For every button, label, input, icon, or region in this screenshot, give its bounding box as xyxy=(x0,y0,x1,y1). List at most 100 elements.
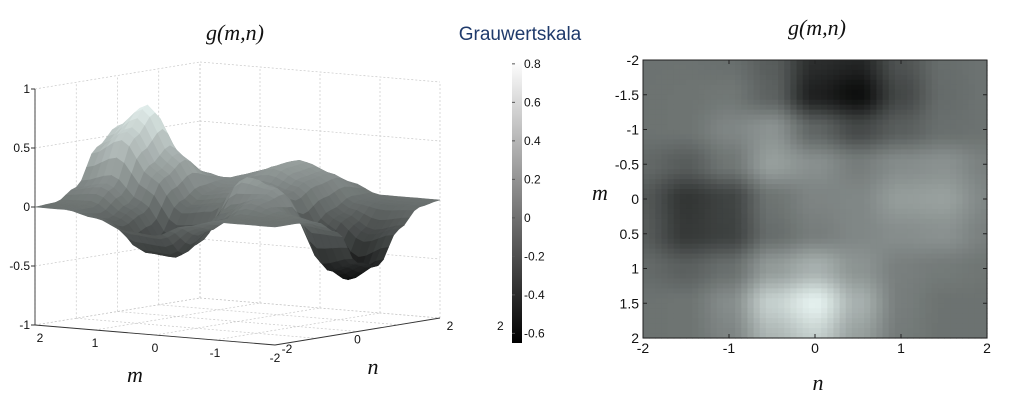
heatmap-cell xyxy=(710,303,718,309)
heatmap-cell xyxy=(765,79,773,86)
heatmap-cell xyxy=(815,109,822,116)
heatmap-cell xyxy=(790,273,798,280)
heatmap-cell xyxy=(692,333,699,339)
heatmap-cell xyxy=(704,223,712,230)
heatmap-cell xyxy=(974,313,982,319)
heatmap-cell xyxy=(772,288,779,294)
heatmap-cell xyxy=(679,159,687,165)
heatmap-cell xyxy=(870,283,878,289)
heatmap-cell xyxy=(808,159,816,165)
heatmap-cell xyxy=(907,199,914,205)
heatmap-cell xyxy=(753,218,761,225)
heatmap-cell xyxy=(673,228,681,235)
heatmap-cell xyxy=(802,124,810,131)
heatmap-cell xyxy=(704,203,712,210)
heatmap-cell xyxy=(747,194,755,200)
heatmap-cell xyxy=(950,199,957,205)
heatmap-cell xyxy=(864,278,871,284)
heatmap-cell xyxy=(858,79,865,86)
heatmap-cell xyxy=(827,124,835,131)
heatmap-cell xyxy=(925,164,933,170)
heatmap-cell xyxy=(692,243,699,250)
heatmap-cell xyxy=(686,194,693,200)
heatmap-y-tick-label: -2 xyxy=(627,52,640,68)
heatmap-cell xyxy=(901,288,908,294)
heatmap-cell xyxy=(765,104,773,111)
heatmap-cell xyxy=(968,79,976,86)
heatmap-cell xyxy=(858,169,865,175)
heatmap-cell xyxy=(907,333,914,339)
heatmap-cell xyxy=(661,248,669,255)
heatmap-cell xyxy=(925,89,933,96)
heatmap-cell xyxy=(962,179,970,185)
heatmap-cell xyxy=(796,248,804,255)
heatmap-cell xyxy=(808,74,816,81)
heatmap-cell xyxy=(931,208,939,215)
heatmap-cell xyxy=(747,94,755,101)
heatmap-cell xyxy=(919,184,927,190)
heatmap-cell xyxy=(729,243,736,250)
heatmap-cell xyxy=(784,129,792,136)
heatmap-cell xyxy=(944,94,951,101)
heatmap-cell xyxy=(851,154,859,160)
heatmap-cell xyxy=(901,218,908,225)
heatmap-cell xyxy=(698,99,706,106)
heatmap-cell xyxy=(913,64,921,71)
heatmap-cell xyxy=(839,89,847,96)
heatmap-cell xyxy=(778,164,785,170)
heatmap-cell xyxy=(796,323,804,329)
heatmap-cell xyxy=(741,268,749,275)
heatmap-cell xyxy=(913,134,921,141)
heatmap-cell xyxy=(655,308,663,314)
heatmap-cell xyxy=(790,333,798,339)
heatmap-cell xyxy=(950,258,957,265)
heatmap-cell xyxy=(815,263,822,270)
heatmap-cell xyxy=(722,199,730,205)
heatmap-cell xyxy=(870,74,878,81)
heatmap-cell xyxy=(686,248,693,255)
heatmap-cell xyxy=(710,94,718,101)
colorbar-tick-label: 0.2 xyxy=(524,172,541,186)
heatmap-cell xyxy=(704,313,712,319)
heatmap-cell xyxy=(839,273,847,280)
heatmap-cell xyxy=(858,84,865,91)
heatmap-cell xyxy=(716,139,724,145)
heatmap-cell xyxy=(796,109,804,116)
heatmap-cell xyxy=(894,174,902,180)
heatmap-cell xyxy=(661,64,669,71)
heatmap-cell xyxy=(686,313,693,319)
heatmap-cell xyxy=(692,149,699,155)
heatmap-cell xyxy=(735,228,742,235)
heatmap-cell xyxy=(747,79,755,86)
heatmap-cell xyxy=(643,233,650,240)
heatmap-cell xyxy=(692,89,699,96)
heatmap-cell xyxy=(796,139,804,145)
heatmap-cell xyxy=(950,263,957,270)
heatmap-cell xyxy=(968,164,976,170)
heatmap-cell xyxy=(679,233,687,240)
heatmap-cell xyxy=(894,124,902,131)
heatmap-cell xyxy=(907,303,914,309)
heatmap-cell xyxy=(821,74,828,81)
heatmap-cell xyxy=(839,154,847,160)
heatmap-cell xyxy=(778,203,785,210)
heatmap-cell xyxy=(858,134,865,141)
heatmap-cell xyxy=(950,169,957,175)
heatmap-cell xyxy=(722,228,730,235)
heatmap-cell xyxy=(864,74,871,81)
heatmap-cell xyxy=(851,104,859,111)
heatmap-cell xyxy=(802,184,810,190)
heatmap-cell xyxy=(747,189,755,195)
heatmap-cell xyxy=(919,99,927,106)
heatmap-cell xyxy=(858,273,865,280)
heatmap-cell xyxy=(661,233,669,240)
heatmap-cell xyxy=(870,313,878,319)
heatmap-cell xyxy=(839,179,847,185)
heatmap-cell xyxy=(925,69,933,76)
heatmap-cell xyxy=(931,179,939,185)
heatmap-cell xyxy=(876,184,884,190)
heatmap-cell xyxy=(931,129,939,136)
heatmap-cell xyxy=(974,179,982,185)
m-tick-label: 0 xyxy=(152,341,159,355)
